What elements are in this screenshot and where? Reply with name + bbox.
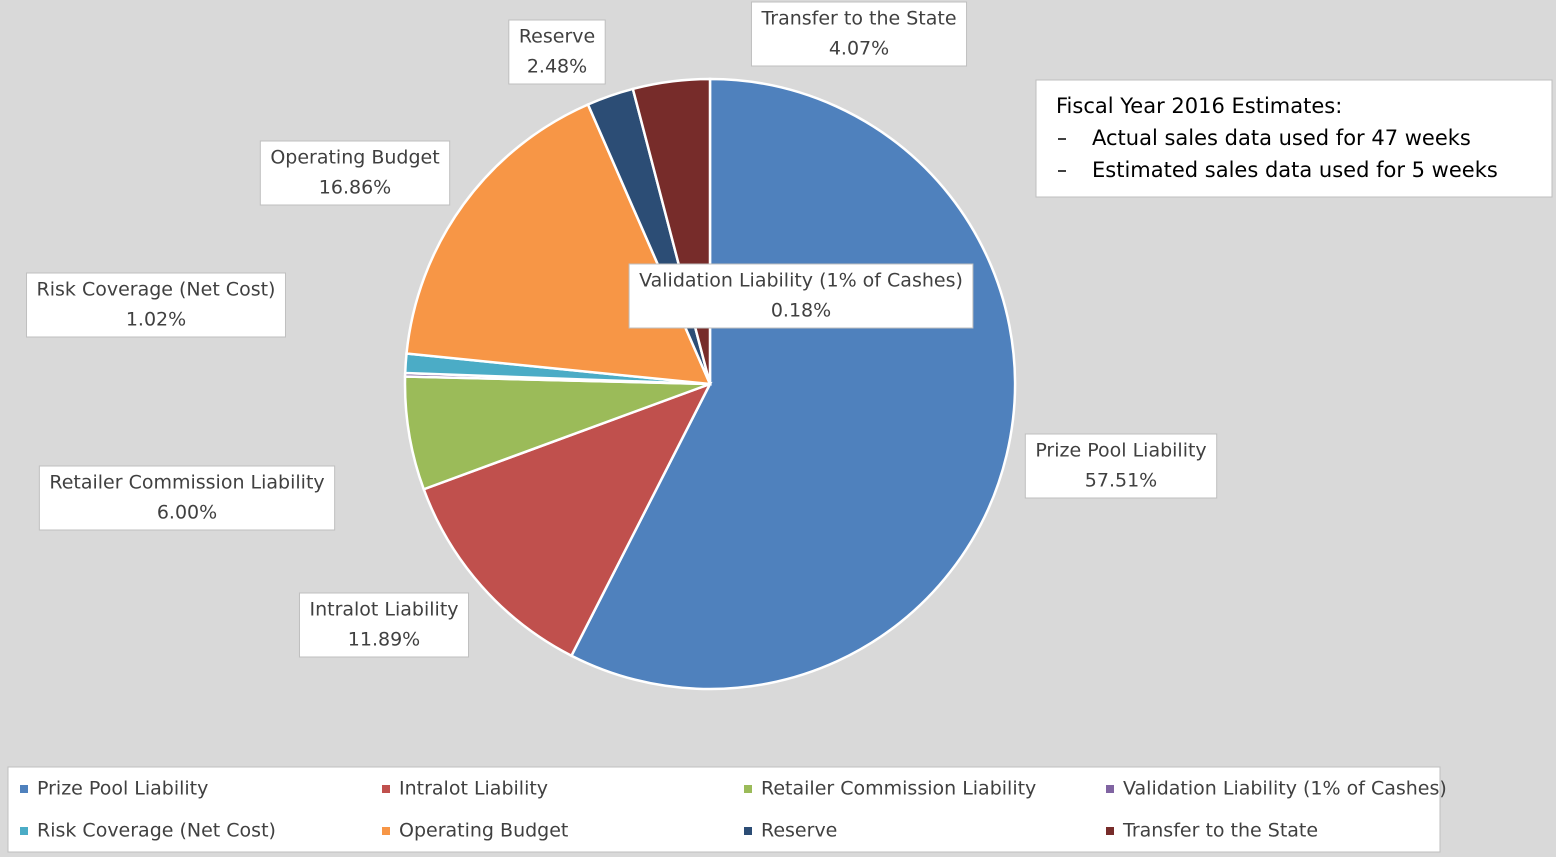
legend-label: Reserve bbox=[761, 820, 837, 842]
legend-marker bbox=[1106, 827, 1114, 835]
data-label-value: 6.00% bbox=[157, 502, 217, 524]
annotation-title: Fiscal Year 2016 Estimates: bbox=[1056, 94, 1342, 118]
data-label-name: Intralot Liability bbox=[309, 599, 458, 621]
legend-marker bbox=[382, 785, 390, 793]
legend-marker bbox=[744, 827, 752, 835]
data-label: Reserve 2.48% bbox=[508, 19, 606, 85]
data-label: Prize Pool Liability 57.51% bbox=[1024, 433, 1218, 499]
data-label-name: Prize Pool Liability bbox=[1035, 440, 1206, 462]
data-label: Intralot Liability 11.89% bbox=[298, 592, 470, 658]
data-label-name: Risk Coverage (Net Cost) bbox=[37, 279, 276, 301]
data-label-name: Operating Budget bbox=[270, 147, 439, 169]
data-label-value: 0.18% bbox=[771, 300, 831, 322]
data-label: Retailer Commission Liability 6.00% bbox=[38, 465, 336, 531]
legend-marker bbox=[382, 827, 390, 835]
annotation-line: Actual sales data used for 47 weeks bbox=[1092, 126, 1471, 150]
data-label-name: Transfer to the State bbox=[760, 8, 956, 30]
data-label-box bbox=[508, 19, 606, 85]
legend-label: Retailer Commission Liability bbox=[761, 778, 1036, 800]
pie-slice bbox=[422, 381, 713, 658]
data-label-name: Validation Liability (1% of Cashes) bbox=[639, 270, 963, 292]
legend-label: Intralot Liability bbox=[399, 778, 548, 800]
annotation-line: Estimated sales data used for 5 weeks bbox=[1092, 158, 1498, 182]
data-label-value: 2.48% bbox=[527, 56, 587, 78]
data-label-value: 57.51% bbox=[1085, 470, 1157, 492]
legend-marker bbox=[20, 785, 28, 793]
data-label-value: 4.07% bbox=[829, 38, 889, 60]
data-label-box bbox=[259, 140, 451, 206]
annotation: Fiscal Year 2016 Estimates: Actual sales… bbox=[1035, 79, 1553, 198]
data-label-value: 16.86% bbox=[319, 177, 391, 199]
data-label-box bbox=[38, 465, 336, 531]
legend-marker bbox=[1106, 785, 1114, 793]
pie-slice bbox=[569, 77, 1017, 691]
data-label-box bbox=[26, 272, 286, 338]
legend-label: Prize Pool Liability bbox=[37, 778, 208, 800]
data-label-name: Reserve bbox=[519, 26, 595, 48]
data-label: Transfer to the State 4.07% bbox=[750, 1, 968, 67]
legend-box bbox=[7, 766, 1441, 853]
data-label-box bbox=[298, 592, 470, 658]
data-label: Validation Liability (1% of Cashes) 0.18% bbox=[628, 263, 974, 329]
legend-label: Risk Coverage (Net Cost) bbox=[37, 820, 276, 842]
legend-label: Validation Liability (1% of Cashes) bbox=[1123, 778, 1447, 800]
data-label-value: 1.02% bbox=[126, 309, 186, 331]
legend-label: Transfer to the State bbox=[1122, 820, 1318, 842]
data-label-box bbox=[750, 1, 968, 67]
data-label: Operating Budget 16.86% bbox=[259, 140, 451, 206]
data-label-name: Retailer Commission Liability bbox=[49, 472, 324, 494]
legend-marker bbox=[20, 827, 28, 835]
data-label-value: 11.89% bbox=[348, 629, 420, 651]
data-label-box bbox=[628, 263, 974, 329]
legend-marker bbox=[744, 785, 752, 793]
annotation-box bbox=[1035, 79, 1553, 198]
data-label: Risk Coverage (Net Cost) 1.02% bbox=[26, 272, 286, 338]
data-label-box bbox=[1024, 433, 1218, 499]
legend-label: Operating Budget bbox=[399, 820, 568, 842]
